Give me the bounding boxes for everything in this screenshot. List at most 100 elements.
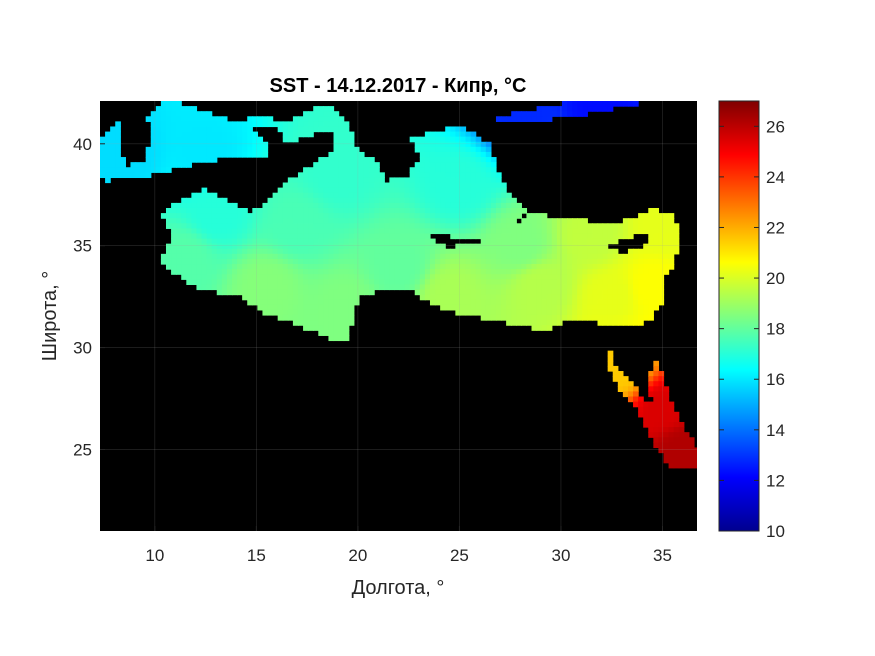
sst-cell [384, 274, 390, 280]
sst-cell [348, 223, 355, 229]
sst-cell [206, 258, 213, 265]
sst-cell [160, 101, 167, 107]
sst-cell [572, 238, 578, 245]
sst-cell [480, 218, 487, 224]
sst-cell [414, 202, 421, 209]
sst-cell [688, 437, 695, 443]
sst-cell [226, 233, 233, 240]
sst-cell [597, 258, 604, 265]
sst-cell [602, 320, 609, 326]
sst-cell [622, 284, 629, 291]
sst-cell [160, 151, 167, 158]
sst-cell [242, 289, 248, 296]
sst-cell [318, 243, 324, 250]
sst-cell [607, 264, 614, 270]
sst-cell [485, 151, 492, 158]
sst-cell [511, 314, 517, 321]
sst-cell [297, 274, 304, 280]
sst-cell [673, 432, 680, 438]
sst-cell [181, 213, 187, 219]
sst-cell [465, 233, 472, 240]
sst-cell [343, 223, 350, 229]
sst-cell [338, 177, 345, 184]
sst-cell [607, 106, 614, 112]
sst-cell [511, 243, 517, 250]
sst-cell [445, 162, 451, 168]
sst-cell [490, 228, 497, 235]
sst-cell [582, 304, 588, 311]
sst-cell [226, 207, 233, 214]
sst-cell [678, 427, 685, 433]
sst-cell [470, 172, 477, 179]
sst-cell [450, 177, 456, 184]
sst-cell [536, 309, 543, 316]
sst-cell [237, 289, 243, 296]
sst-cell [186, 151, 192, 158]
sst-cell [572, 264, 578, 270]
sst-cell [409, 274, 416, 280]
sst-cell [171, 233, 177, 240]
sst-cell [130, 167, 137, 173]
sst-cell [379, 202, 385, 209]
sst-cell [242, 258, 248, 265]
sst-cell [155, 116, 162, 122]
sst-cell [612, 320, 619, 326]
sst-cell [485, 218, 492, 224]
sst-cell [627, 381, 634, 387]
sst-cell [663, 411, 670, 418]
sst-cell [480, 187, 487, 194]
sst-cell [343, 136, 350, 143]
sst-cell [201, 197, 208, 204]
sst-cell [363, 157, 370, 163]
sst-cell [633, 223, 639, 229]
sst-cell [424, 284, 431, 291]
sst-cell [343, 187, 350, 194]
sst-cell [556, 314, 563, 321]
sst-cell [221, 202, 228, 209]
sst-cell [424, 264, 431, 270]
sst-cell [287, 274, 294, 280]
sst-cell [409, 279, 416, 286]
sst-cell [536, 238, 543, 245]
sst-cell [592, 294, 599, 301]
sst-cell [338, 314, 345, 321]
sst-cell [648, 427, 654, 433]
sst-cell [206, 131, 213, 138]
sst-cell [673, 238, 680, 245]
sst-cell [429, 141, 436, 148]
sst-cell [429, 136, 436, 143]
sst-cell [323, 218, 330, 224]
sst-cell [267, 223, 274, 229]
sst-cell [465, 264, 472, 270]
sst-cell [404, 243, 411, 250]
sst-cell [495, 309, 502, 316]
sst-cell [490, 172, 497, 179]
sst-cell [297, 269, 304, 275]
sst-cell [455, 141, 462, 148]
sst-cell [333, 269, 340, 275]
sst-cell [521, 218, 528, 224]
sst-cell [561, 248, 568, 255]
sst-cell [277, 299, 284, 306]
sst-cell [313, 177, 319, 184]
sst-cell [338, 121, 345, 128]
sst-cell [171, 141, 177, 148]
sst-cell [160, 146, 167, 153]
sst-cell [196, 151, 203, 158]
sst-cell [688, 442, 695, 449]
sst-cell [237, 233, 243, 240]
sst-cell [663, 213, 670, 219]
sst-cell [480, 213, 487, 219]
sst-cell [592, 238, 599, 245]
sst-cell [617, 304, 624, 311]
sst-cell [516, 274, 522, 280]
sst-cell [409, 187, 416, 194]
sst-cell [465, 258, 472, 265]
sst-cell [191, 238, 198, 245]
sst-cell [597, 279, 604, 286]
sst-cell [226, 264, 233, 270]
sst-cell [490, 294, 497, 301]
sst-cell [572, 289, 578, 296]
sst-cell [226, 136, 233, 143]
sst-cell [333, 197, 340, 204]
